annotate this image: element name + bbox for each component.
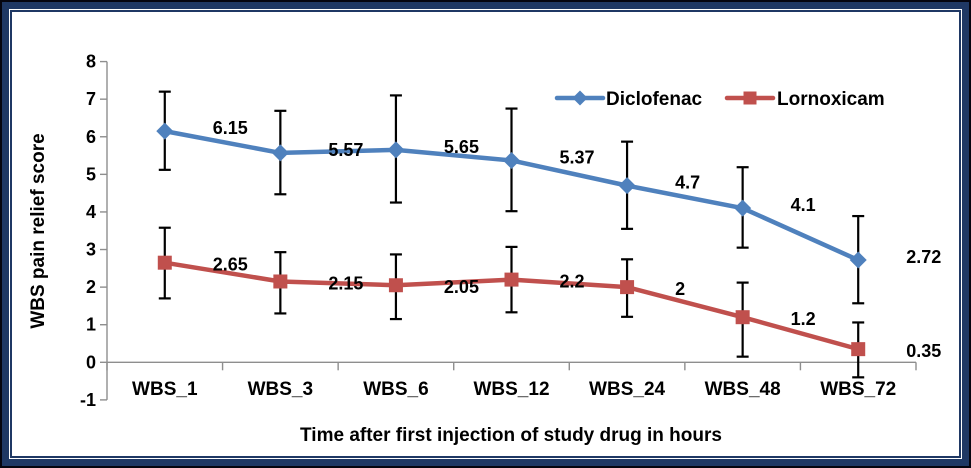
y-tick-label: 1 — [86, 315, 96, 335]
legend-marker-square-icon — [743, 91, 757, 105]
data-label: 4.1 — [791, 195, 816, 215]
data-label: 1.2 — [791, 309, 816, 329]
data-label: 2.65 — [213, 255, 248, 275]
y-tick-label: -1 — [80, 390, 96, 410]
category-label: WBS_3 — [248, 379, 313, 400]
category-label: WBS_1 — [132, 379, 198, 400]
data-label: 2.72 — [906, 247, 941, 267]
data-label: 5.37 — [560, 147, 595, 167]
marker-square-icon — [388, 278, 403, 293]
marker-diamond-icon — [618, 177, 636, 195]
y-tick-label: 4 — [86, 202, 96, 222]
category-label: WBS_48 — [705, 379, 781, 400]
y-tick-label: 8 — [86, 52, 96, 72]
marker-square-icon — [504, 272, 519, 287]
y-tick-label: 0 — [86, 352, 96, 372]
plot-area: 8 7 6 5 4 3 2 1 0 -1 WBS_1 WBS_3 WBS_6 WBS_12 WBS_24 WB… — [80, 52, 941, 410]
y-tick-label: 3 — [86, 240, 96, 260]
data-label: 0.35 — [906, 341, 941, 361]
marker-square-icon — [157, 255, 172, 270]
category-label: WBS_6 — [363, 379, 428, 400]
data-label: 4.7 — [675, 173, 700, 193]
data-label: 2.15 — [328, 273, 363, 293]
legend-marker-diamond-icon — [572, 90, 588, 106]
legend-label: Diclofenac — [606, 89, 703, 110]
data-label: 2.2 — [560, 272, 585, 292]
y-tick-label: 6 — [86, 127, 96, 147]
legend-label: Lornoxicam — [777, 89, 885, 110]
category-label: WBS_72 — [820, 379, 896, 400]
y-tick-label: 2 — [86, 277, 96, 297]
y-axis-title: WBS pain relief score — [28, 133, 49, 328]
marker-diamond-icon — [849, 251, 867, 269]
marker-diamond-icon — [503, 151, 520, 169]
marker-diamond-icon — [387, 141, 405, 159]
data-label: 5.57 — [328, 140, 363, 160]
y-tick-label: 5 — [86, 164, 96, 184]
category-label: WBS_12 — [473, 379, 549, 400]
data-label: 6.15 — [213, 118, 248, 138]
marker-square-icon — [735, 310, 750, 325]
data-label: 5.65 — [444, 137, 479, 157]
y-tick-label: 7 — [86, 89, 96, 109]
marker-square-icon — [273, 274, 288, 289]
marker-square-icon — [851, 342, 866, 357]
marker-diamond-icon — [734, 199, 752, 217]
marker-square-icon — [620, 280, 635, 295]
data-label: 2.05 — [444, 277, 479, 297]
marker-diamond-icon — [271, 144, 289, 162]
marker-diamond-icon — [156, 122, 174, 140]
x-axis-title: Time after first injection of study drug… — [300, 425, 722, 446]
category-label: WBS_24 — [589, 379, 665, 400]
data-label: 2 — [675, 279, 685, 299]
